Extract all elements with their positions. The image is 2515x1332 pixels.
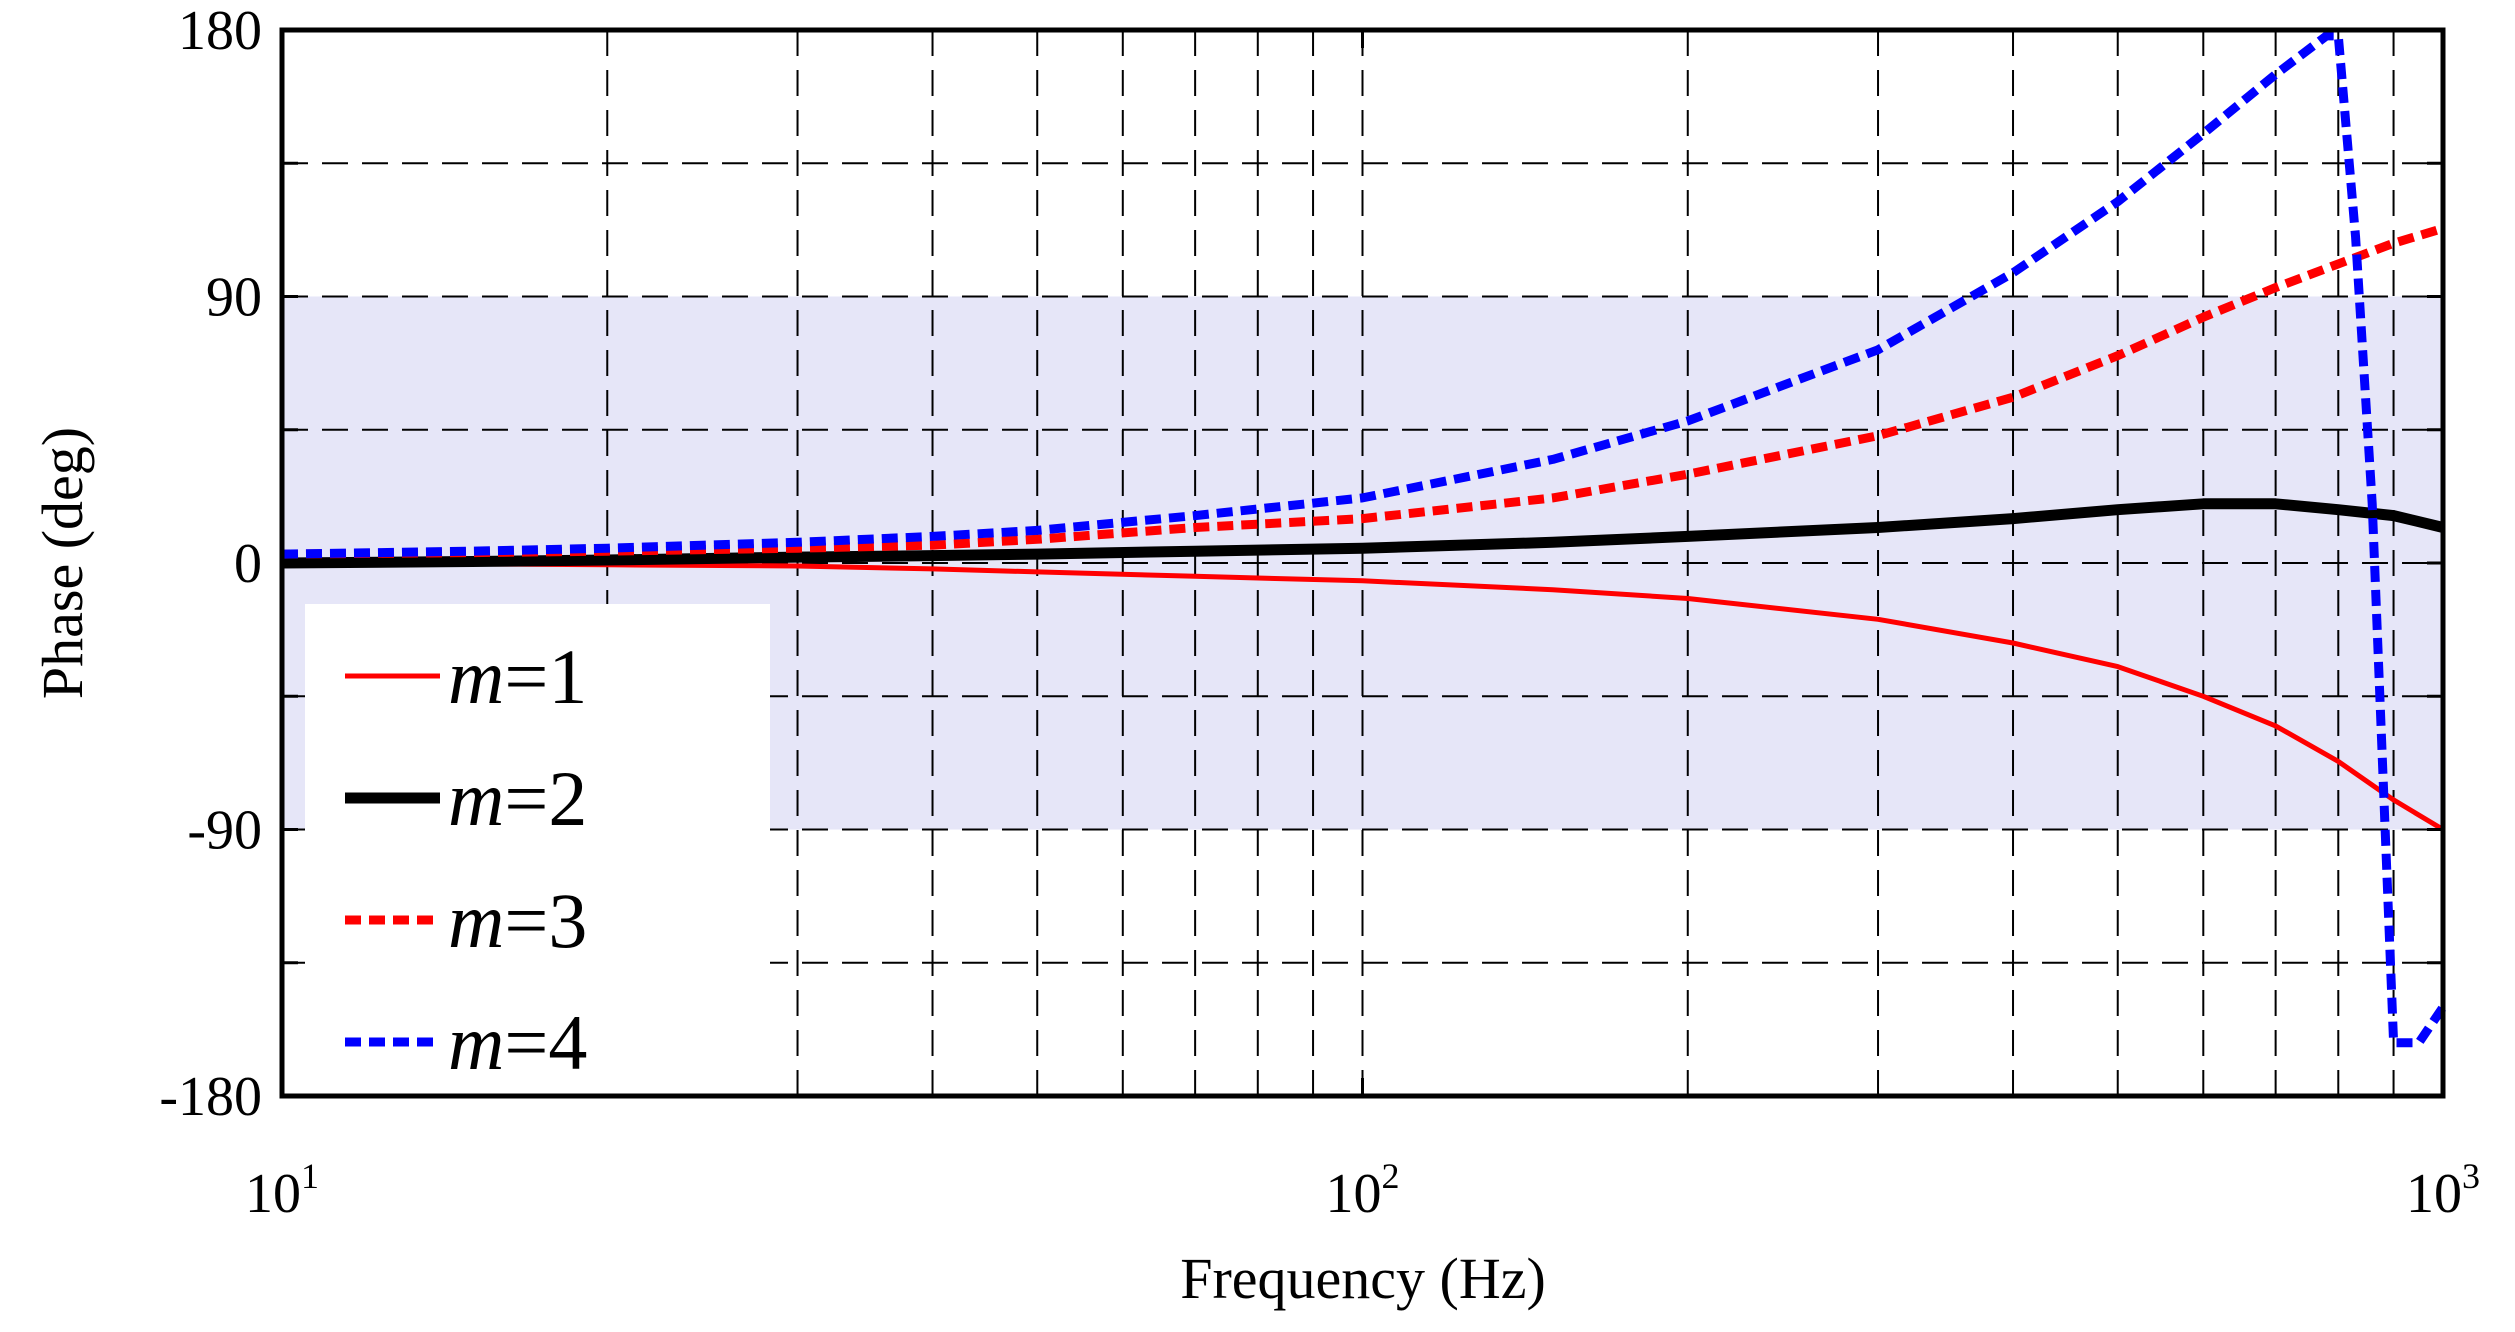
series-line-m2 [281,498,2445,569]
series-line-m4 [281,31,2447,1048]
y-tick-label: 0 [234,533,262,595]
y-tick-label: -90 [187,800,262,862]
y-tick-label: -180 [159,1066,262,1128]
x-axis-title: Frequency (Hz) [1180,1246,1546,1311]
x-tick-label: 102 [1326,1156,1400,1225]
y-tick-label: 90 [206,267,262,329]
series-line-m1 [281,560,2445,832]
x-tick-label: 103 [2406,1156,2480,1225]
y-tick-label: 180 [178,0,262,62]
legend: m=1 m=2 m=3 m=4 [305,604,770,1096]
legend-label-m4: m=4 [448,999,587,1086]
legend-label-m3: m=3 [448,877,587,964]
legend-label-m2: m=2 [448,755,587,842]
legend-label-m1: m=1 [448,633,587,720]
series-line-m3 [281,224,2445,559]
x-tick-label: 101 [245,1156,319,1225]
y-axis-title: Phase (deg) [30,427,95,699]
legend-box [305,604,770,1096]
